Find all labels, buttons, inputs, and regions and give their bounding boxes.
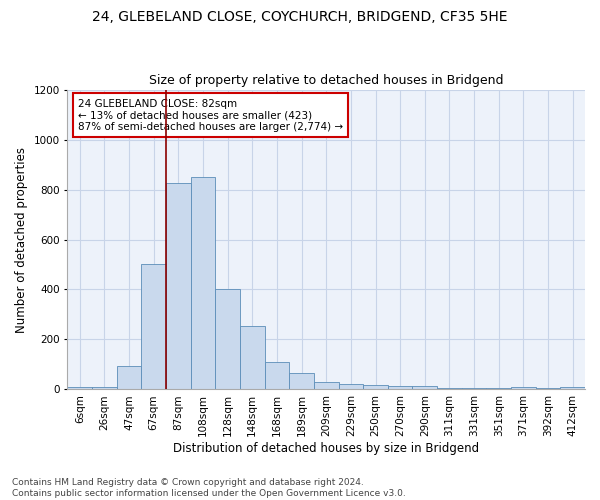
Bar bbox=[560, 387, 585, 390]
Bar bbox=[314, 382, 338, 390]
Bar bbox=[166, 184, 191, 390]
Bar bbox=[215, 290, 240, 390]
Bar bbox=[92, 387, 117, 390]
Title: Size of property relative to detached houses in Bridgend: Size of property relative to detached ho… bbox=[149, 74, 503, 87]
Bar bbox=[437, 388, 462, 390]
Bar bbox=[240, 326, 265, 390]
Bar bbox=[511, 387, 536, 390]
X-axis label: Distribution of detached houses by size in Bridgend: Distribution of detached houses by size … bbox=[173, 442, 479, 455]
Bar bbox=[191, 177, 215, 390]
Bar bbox=[363, 385, 388, 390]
Bar bbox=[117, 366, 142, 390]
Y-axis label: Number of detached properties: Number of detached properties bbox=[15, 146, 28, 332]
Bar bbox=[462, 388, 487, 390]
Bar bbox=[536, 388, 560, 390]
Text: Contains HM Land Registry data © Crown copyright and database right 2024.
Contai: Contains HM Land Registry data © Crown c… bbox=[12, 478, 406, 498]
Text: 24, GLEBELAND CLOSE, COYCHURCH, BRIDGEND, CF35 5HE: 24, GLEBELAND CLOSE, COYCHURCH, BRIDGEND… bbox=[92, 10, 508, 24]
Bar bbox=[412, 386, 437, 390]
Bar bbox=[142, 264, 166, 390]
Text: 24 GLEBELAND CLOSE: 82sqm
← 13% of detached houses are smaller (423)
87% of semi: 24 GLEBELAND CLOSE: 82sqm ← 13% of detac… bbox=[78, 98, 343, 132]
Bar bbox=[338, 384, 363, 390]
Bar bbox=[265, 362, 289, 390]
Bar bbox=[289, 373, 314, 390]
Bar bbox=[487, 388, 511, 390]
Bar bbox=[388, 386, 412, 390]
Bar bbox=[67, 387, 92, 390]
